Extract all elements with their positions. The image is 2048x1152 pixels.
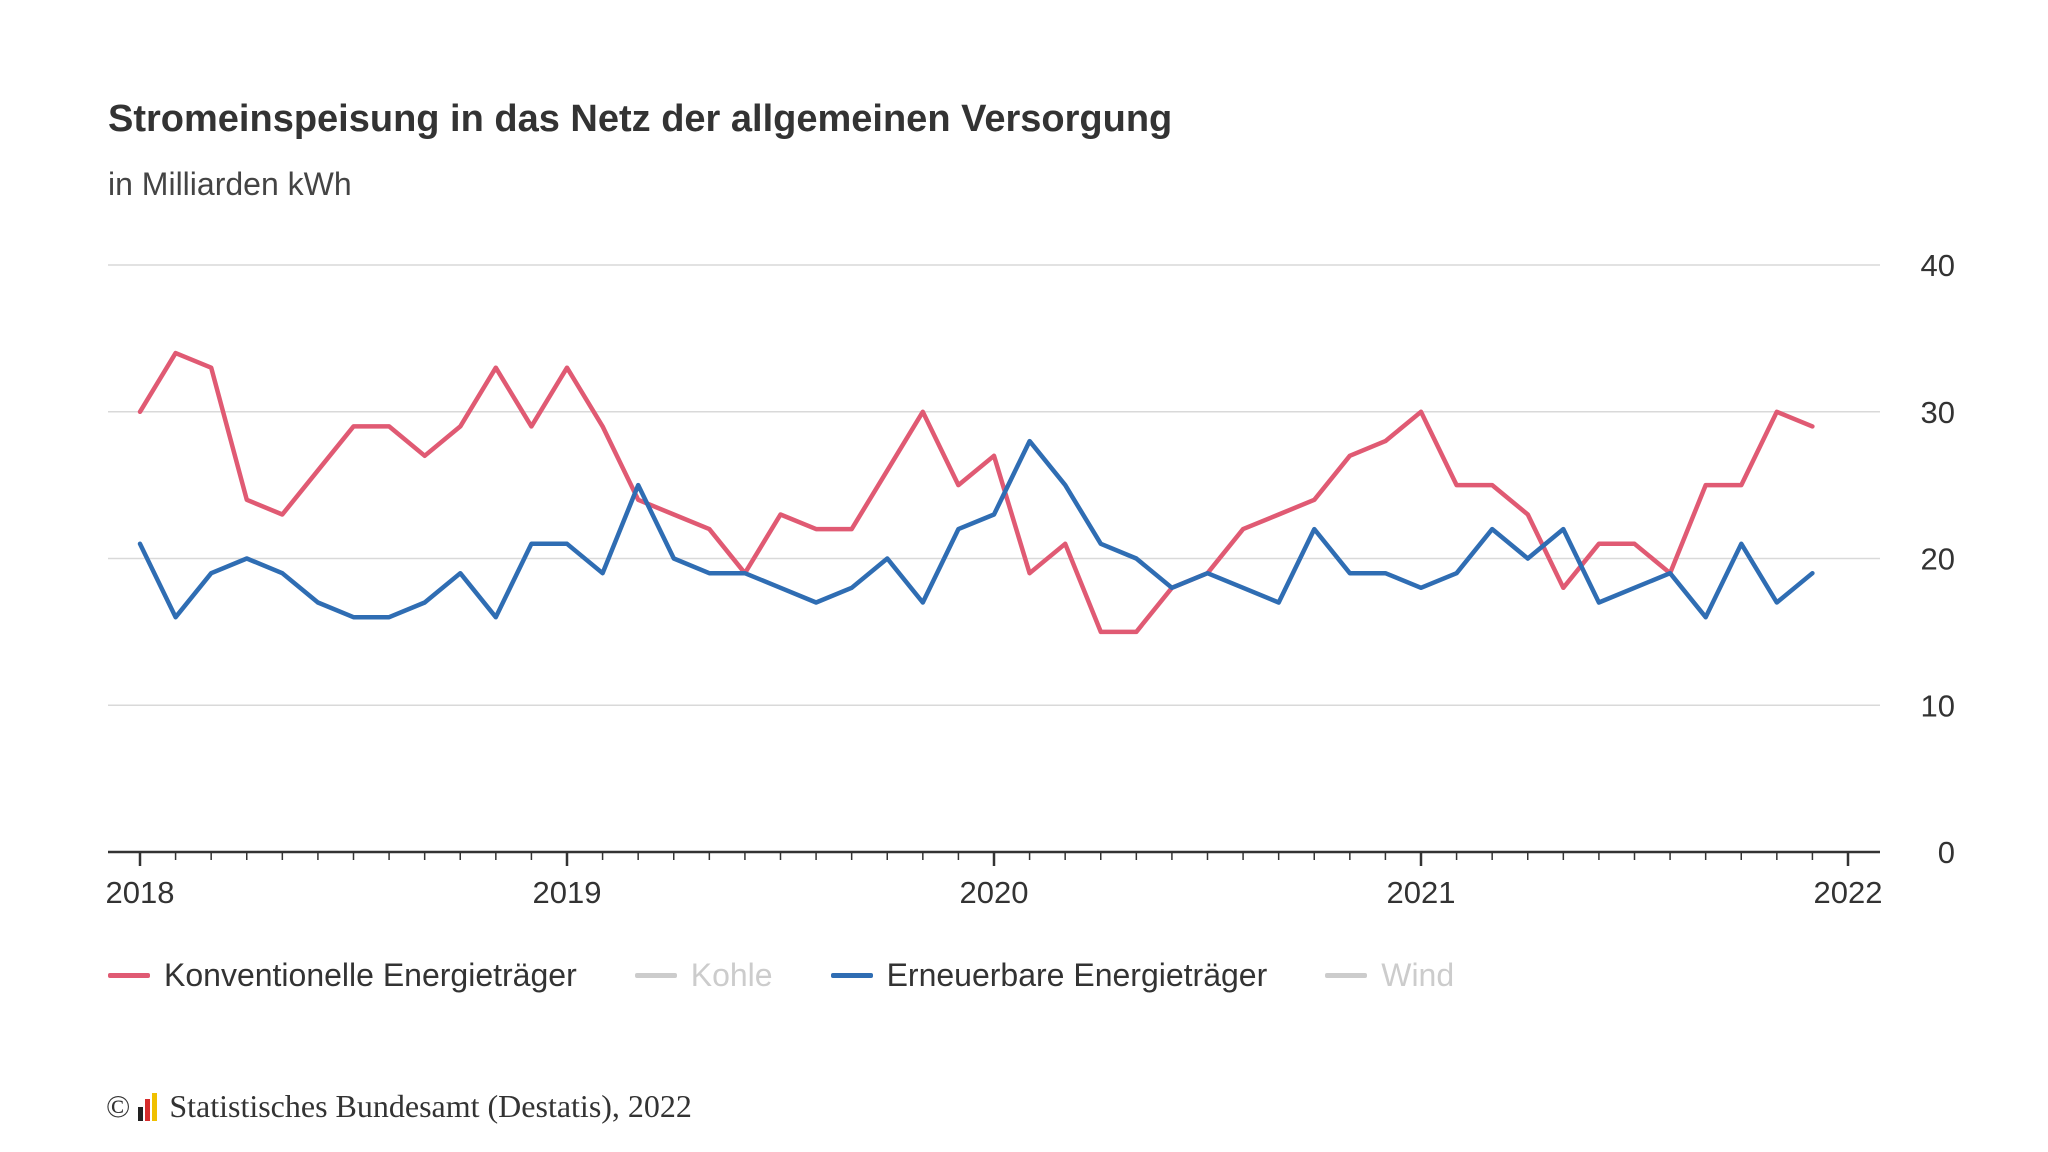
legend-item-wind[interactable]: Wind: [1325, 957, 1454, 994]
chart-subtitle: in Milliarden kWh: [108, 166, 352, 202]
y-axis-ticks: 0 10 20 30 40: [1921, 248, 1955, 870]
y-tick-label: 20: [1921, 542, 1955, 577]
x-tick-label: 2021: [1387, 875, 1456, 910]
legend: Konventionelle Energieträger Kohle Erneu…: [108, 950, 1512, 1000]
x-tick-label: 2022: [1814, 875, 1883, 910]
y-tick-label: 30: [1921, 395, 1955, 430]
x-tick-label: 2020: [960, 875, 1029, 910]
legend-item-kohle[interactable]: Kohle: [634, 956, 773, 994]
legend-label: Kohle: [690, 956, 773, 993]
legend-item-konventionell[interactable]: Konventionelle Energieträger: [108, 957, 577, 994]
series-lines: [137, 350, 1815, 635]
y-tick-label: 40: [1921, 248, 1955, 283]
x-tick-label: 2018: [106, 875, 175, 910]
x-tick-label: 2019: [533, 875, 602, 910]
x-axis: 2018 2019 2020 2021 2022: [106, 850, 1883, 910]
line-chart: 0 10 20 30 40 2018 2019 2020 2021 2022: [106, 248, 1955, 910]
y-tick-label: 10: [1921, 688, 1955, 723]
source-footer: © Statistisches Bundesamt (Destatis), 20…: [106, 1088, 692, 1125]
legend-label: Wind: [1381, 956, 1455, 993]
grid-lines: [108, 264, 1880, 706]
legend-swatch: [108, 972, 150, 978]
legend-label: Konventionelle Energieträger: [164, 956, 577, 993]
copyright-symbol: ©: [106, 1088, 131, 1124]
legend-swatch: [634, 972, 677, 978]
legend-item-erneuerbar[interactable]: Erneuerbare Energieträger: [830, 956, 1268, 994]
legend-swatch: [830, 972, 873, 978]
chart-title: Stromeinspeisung in das Netz der allgeme…: [108, 98, 1173, 140]
series-line-konventionell: [137, 350, 1815, 635]
series-line-erneuerbar: [137, 438, 1815, 620]
destatis-logo-icon: [138, 1092, 159, 1121]
source-text: Statistisches Bundesamt (Destatis), 2022: [169, 1088, 692, 1124]
legend-label: Erneuerbare Energieträger: [886, 956, 1268, 993]
legend-swatch: [1325, 972, 1368, 978]
y-tick-label: 0: [1938, 835, 1955, 870]
